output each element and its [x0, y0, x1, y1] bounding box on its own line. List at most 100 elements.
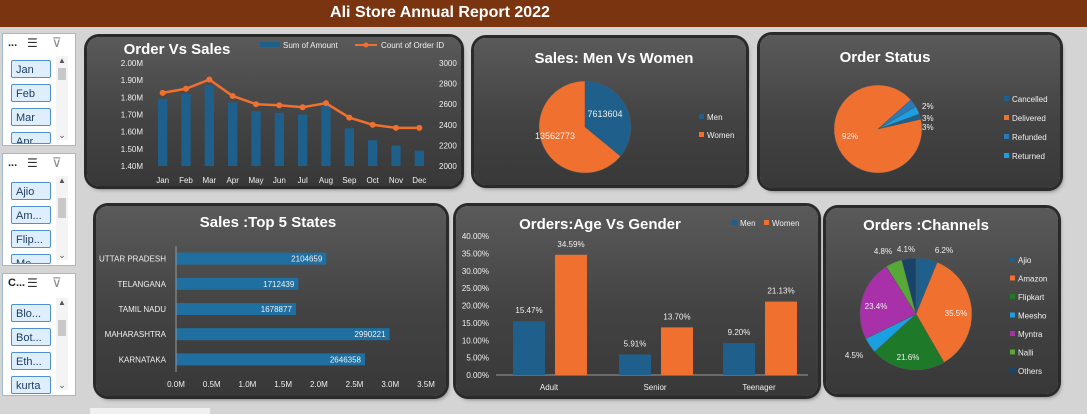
pie-data-label: 2% [922, 102, 934, 111]
slicer-item[interactable]: Blo... [11, 304, 51, 322]
x-tick-label: Senior [643, 383, 666, 392]
x-tick-label: May [248, 176, 263, 185]
legend-label: Women [772, 219, 799, 228]
x-tick-label: Adult [540, 383, 559, 392]
bar [251, 111, 261, 166]
report-title: Ali Store Annual Report 2022 [330, 4, 550, 21]
legend-label: Others [1018, 367, 1042, 376]
x-tick-label: Jan [156, 176, 169, 185]
x-tick-label: Feb [179, 176, 193, 185]
legend-label: Refunded [1012, 133, 1047, 142]
slicer-scrollbar[interactable]: ▲ ⌄ [56, 176, 68, 260]
x-tick-label: Aug [319, 176, 333, 185]
clear-filter-icon[interactable]: ⊽ [52, 155, 62, 170]
bar [176, 252, 327, 265]
chart-title: Order Vs Sales [124, 41, 231, 58]
y-right-tick-label: 2200 [439, 141, 457, 150]
legend-swatch [699, 132, 704, 137]
bar-data-label: 1678877 [261, 305, 293, 314]
slicer-title: ... [8, 157, 18, 169]
channels-panel: Orders :Channels 6.2% 35.5% 21.6% 4.5% 23.4% 4… [826, 208, 1058, 394]
y-left-tick-label: 1.90M [121, 76, 144, 85]
report-header: Ali Store Annual Report 2022 [0, 0, 1087, 27]
pie-slice [874, 313, 945, 371]
x-tick-label: 0.0M [167, 380, 185, 389]
scroll-up-icon[interactable]: ▲ [58, 56, 66, 65]
pie-slice [877, 106, 920, 130]
scroll-up-icon[interactable]: ▲ [58, 298, 66, 307]
clear-filter-icon[interactable]: ⊽ [52, 35, 62, 50]
scroll-up-icon[interactable]: ▲ [58, 176, 66, 185]
x-tick-label: Jul [298, 176, 308, 185]
slicer-title: C... [8, 277, 26, 289]
line-point [276, 102, 283, 109]
chart-title: Order Status [840, 49, 931, 66]
legend-swatch [1004, 134, 1009, 139]
multi-select-icon[interactable]: ☰ [27, 276, 38, 290]
scroll-thumb[interactable] [58, 198, 66, 218]
slicer-item[interactable]: Jan [11, 60, 51, 78]
y-tick-label: 30.00% [462, 267, 489, 276]
legend-label: Men [740, 219, 756, 228]
multi-select-icon[interactable]: ☰ [27, 36, 38, 50]
slicer-item[interactable]: Eth... [11, 352, 51, 370]
scroll-down-icon[interactable]: ⌄ [58, 250, 66, 260]
month-slicer[interactable]: ... ☰ ⊽ Jan Feb Mar Apr ▲ ⌄ [2, 33, 76, 146]
legend-swatch [1010, 331, 1015, 336]
y-tick-label: 20.00% [462, 302, 489, 311]
legend-label: Sum of Amount [283, 41, 338, 50]
slicer-item[interactable]: Apr [11, 132, 51, 144]
bar-data-label: 2990221 [354, 330, 386, 339]
x-tick-label: Teenager [742, 383, 776, 392]
legend-swatch [1004, 153, 1009, 158]
y-right-tick-label: 3000 [439, 59, 457, 68]
age-vs-gender-panel: Orders:Age Vs Gender Men Women 0.00% 5.00% 10… [456, 206, 818, 396]
x-tick-label: 1.0M [239, 380, 257, 389]
y-category-label: MAHARASHTRA [105, 330, 167, 339]
bar [555, 254, 587, 375]
y-right-tick-label: 2400 [439, 121, 457, 130]
channel-slicer[interactable]: ... ☰ ⊽ Ajio Am... Flip... Me... ▲ ⌄ [2, 153, 76, 266]
bar [321, 105, 331, 166]
bar [274, 112, 284, 166]
bar [176, 328, 390, 341]
bar [228, 102, 238, 166]
scroll-thumb[interactable] [58, 68, 66, 80]
pie-data-label: 13562773 [535, 131, 575, 141]
scroll-thumb[interactable] [58, 320, 66, 336]
y-left-tick-label: 1.50M [121, 145, 144, 154]
slicer-item[interactable]: Ajio [11, 182, 51, 200]
pie-data-label: 6.2% [935, 246, 953, 255]
legend-swatch [699, 114, 704, 119]
legend-swatch [1010, 257, 1015, 262]
sheet-tab[interactable] [90, 408, 210, 414]
sales-men-women-chart: Sales: Men Vs Women 7613604 13562773 Men Wom… [535, 50, 734, 174]
slicer-item[interactable]: Flip... [11, 230, 51, 248]
slicer-item[interactable]: Feb [11, 84, 51, 102]
pie-slice [859, 266, 917, 340]
y-left-tick-label: 1.40M [121, 162, 144, 171]
y-left-tick-label: 1.60M [121, 128, 144, 137]
legend-label: Women [707, 131, 734, 140]
x-tick-label: Dec [412, 176, 426, 185]
scroll-down-icon[interactable]: ⌄ [58, 130, 66, 140]
slicer-item[interactable]: Mar [11, 108, 51, 126]
pie-data-label: 3% [922, 123, 934, 132]
slicer-item[interactable]: kurta [11, 376, 51, 394]
legend-swatch [1010, 294, 1015, 299]
bar [181, 93, 191, 166]
multi-select-icon[interactable]: ☰ [27, 156, 38, 170]
x-tick-label: 1.5M [274, 380, 292, 389]
pie-data-label: 3% [922, 114, 934, 123]
slicer-scrollbar[interactable]: ▲ ⌄ [56, 56, 68, 140]
slicer-item[interactable]: Am... [11, 206, 51, 224]
clear-filter-icon[interactable]: ⊽ [52, 275, 62, 290]
slicer-item[interactable]: Bot... [11, 328, 51, 346]
slicer-scrollbar[interactable]: ▲ ⌄ [56, 298, 68, 390]
y-category-label: KARNATAKA [119, 355, 167, 364]
slicer-item[interactable]: Me... [11, 254, 51, 264]
category-slicer[interactable]: C... ☰ ⊽ Blo... Bot... Eth... kurta ▲ ⌄ [2, 273, 76, 396]
scroll-down-icon[interactable]: ⌄ [58, 380, 66, 390]
y-right-tick-label: 2600 [439, 100, 457, 109]
line-point [206, 76, 213, 83]
